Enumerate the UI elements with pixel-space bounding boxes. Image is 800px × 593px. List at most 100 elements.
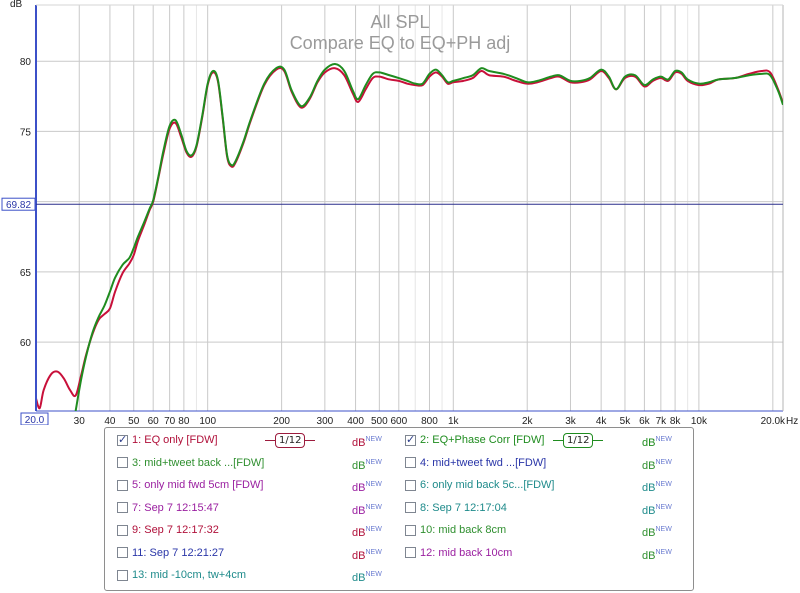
x-tick-label: 100 xyxy=(199,416,216,425)
spl-chart[interactable]: 30 40 50 60 70 80 100 200 300 400 500 600 800 1k 2k 3k 4… xyxy=(0,0,800,425)
legend-item-label: 4: mid+tweet fwd ...[FDW] xyxy=(420,456,547,469)
unit-selector[interactable]: dBNEW xyxy=(352,500,382,517)
x-tick-label: 1k xyxy=(448,416,460,425)
smoothing-label: 1/12 xyxy=(563,432,594,448)
legend-item[interactable]: 4: mid+tweet fwd ...[FDW] xyxy=(405,455,546,471)
legend-item[interactable]: 6: only mid back 5c...[FDW] xyxy=(405,477,554,493)
smoothing-label: 1/12 xyxy=(275,432,306,448)
legend-checkbox[interactable] xyxy=(405,547,416,558)
smoothing-line xyxy=(305,439,316,441)
unit-label: dB xyxy=(352,437,366,449)
legend-item[interactable]: 11: Sep 7 12:21:27 xyxy=(117,545,224,561)
unit-label: dB xyxy=(642,437,656,449)
unit-selector[interactable]: dBNEW xyxy=(642,545,672,562)
unit-new-badge: NEW xyxy=(365,526,382,533)
legend-item-label: 2: EQ+Phase Corr [FDW] xyxy=(420,434,545,446)
unit-label: dB xyxy=(642,527,656,539)
x-min-box xyxy=(20,412,49,425)
legend-checkbox[interactable] xyxy=(405,524,416,536)
x-tick-label: 50 xyxy=(128,416,140,425)
legend-item[interactable]: 9: Sep 7 12:17:32 xyxy=(117,522,219,538)
x-tick-label: 10k xyxy=(691,416,708,425)
legend-item[interactable]: 7: Sep 7 12:15:47 xyxy=(117,500,219,516)
unit-selector[interactable]: dBNEW xyxy=(642,455,672,472)
x-tick-label: 600 xyxy=(390,416,407,425)
x-axis-unit: Hz xyxy=(786,416,798,425)
unit-new-badge: NEW xyxy=(365,503,382,511)
smoothing-indicator[interactable]: 1/12 xyxy=(265,432,316,448)
legend-panel: 1: EQ only [FDW]1/12dBNEW2: EQ+Phase Cor… xyxy=(104,427,694,591)
legend-item[interactable]: 10: mid back 8cm xyxy=(405,522,506,538)
x-tick-label: 200 xyxy=(273,416,290,425)
legend-item-label: 6: only mid back 5c...[FDW] xyxy=(420,479,555,491)
legend-item[interactable]: 1: EQ only [FDW] xyxy=(117,432,218,448)
x-tick-label: 80 xyxy=(178,416,190,425)
unit-selector[interactable]: dBNEW xyxy=(352,455,382,472)
unit-selector[interactable]: dBNEW xyxy=(352,545,382,562)
legend-checkbox[interactable] xyxy=(117,569,128,581)
x-tick-label: 20.0k xyxy=(761,416,786,425)
smoothing-indicator[interactable]: 1/12 xyxy=(553,432,604,448)
unit-label: dB xyxy=(352,482,366,494)
x-tick-label: 800 xyxy=(421,416,438,425)
legend-checkbox[interactable] xyxy=(117,547,128,558)
x-tick-label: 7k xyxy=(656,416,668,425)
chart-title: All SPL xyxy=(370,12,429,32)
legend-item[interactable]: 5: only mid fwd 5cm [FDW] xyxy=(117,477,263,493)
legend-item-label: 3: mid+tweet back ...[FDW] xyxy=(132,456,265,469)
unit-label: dB xyxy=(642,549,656,562)
legend-item-label: 13: mid -10cm, tw+4cm xyxy=(132,569,247,581)
cursor-value-box xyxy=(1,197,36,211)
smoothing-line xyxy=(265,439,275,441)
legend-checkbox[interactable] xyxy=(117,432,128,448)
unit-selector[interactable]: dBNEW xyxy=(352,567,382,584)
legend-item[interactable]: 3: mid+tweet back ...[FDW] xyxy=(117,455,264,471)
unit-label: dB xyxy=(642,482,656,494)
unit-selector[interactable]: dBNEW xyxy=(642,477,672,494)
unit-new-badge: NEW xyxy=(365,481,382,488)
y-axis-label: dB xyxy=(10,0,23,10)
x-tick-label: 40 xyxy=(104,416,116,425)
unit-new-badge: NEW xyxy=(655,436,672,443)
x-tick-label: 3k xyxy=(565,416,577,425)
legend-item[interactable]: 12: mid back 10cm xyxy=(405,545,512,561)
unit-selector[interactable]: dBNEW xyxy=(642,522,672,539)
unit-new-badge: NEW xyxy=(655,548,672,556)
legend-checkbox[interactable] xyxy=(405,479,416,491)
x-tick-label: 500 xyxy=(371,416,388,425)
unit-selector[interactable]: dBNEW xyxy=(352,522,382,539)
x-tick-label: 30 xyxy=(74,416,86,425)
x-tick-label: 5k xyxy=(620,416,632,425)
legend-item[interactable]: 8: Sep 7 12:17:04 xyxy=(405,500,507,516)
legend-checkbox[interactable] xyxy=(405,457,416,468)
unit-selector[interactable]: dBNEW xyxy=(352,477,382,494)
x-tick-label: 70 xyxy=(164,416,176,425)
smoothing-line xyxy=(553,439,563,441)
unit-label: dB xyxy=(642,459,656,472)
legend-item[interactable]: 13: mid -10cm, tw+4cm xyxy=(117,567,246,583)
chart-subtitle: Compare EQ to EQ+PH adj xyxy=(290,33,511,53)
legend-checkbox[interactable] xyxy=(405,502,416,513)
unit-selector[interactable]: dBNEW xyxy=(352,432,382,449)
x-tick-label: 8k xyxy=(670,416,682,425)
legend-checkbox[interactable] xyxy=(117,524,128,536)
legend-item[interactable]: 2: EQ+Phase Corr [FDW] xyxy=(405,432,544,448)
y-tick-label: 65 xyxy=(20,268,32,279)
y-tick-label: 80 xyxy=(20,57,32,68)
unit-selector[interactable]: dBNEW xyxy=(642,500,672,517)
unit-new-badge: NEW xyxy=(365,458,382,466)
y-tick-label: 60 xyxy=(20,338,32,349)
unit-new-badge: NEW xyxy=(655,481,672,488)
unit-label: dB xyxy=(352,459,366,472)
legend-checkbox[interactable] xyxy=(117,457,128,468)
legend-checkbox[interactable] xyxy=(405,432,416,448)
legend-checkbox[interactable] xyxy=(117,479,128,491)
series-line-2 xyxy=(74,63,783,411)
x-tick-label: 300 xyxy=(317,416,334,425)
legend-checkbox[interactable] xyxy=(117,502,128,513)
unit-selector[interactable]: dBNEW xyxy=(642,432,672,449)
x-tick-label: 4k xyxy=(596,416,608,425)
series-line-1 xyxy=(37,67,783,410)
unit-new-badge: NEW xyxy=(655,503,672,511)
unit-new-badge: NEW xyxy=(365,571,382,578)
